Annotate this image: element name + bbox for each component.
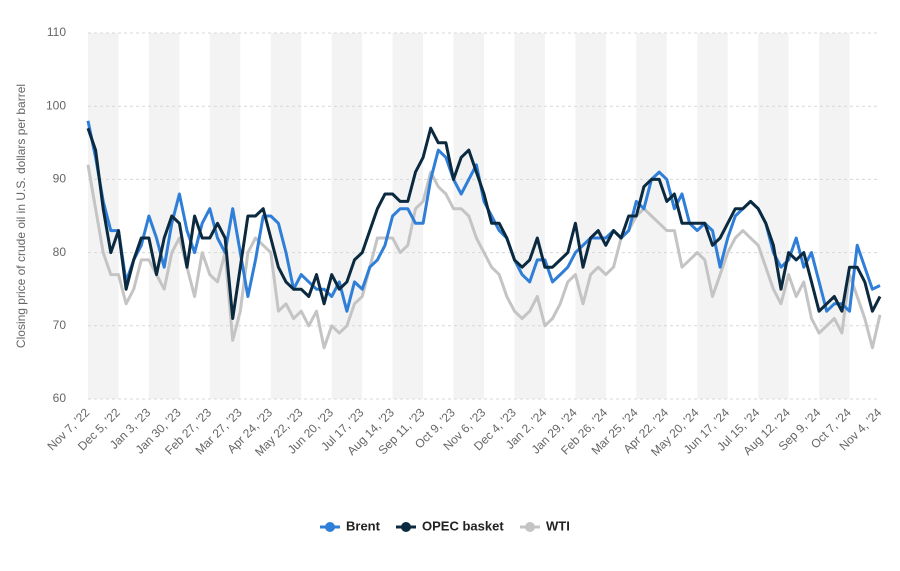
background-band — [331, 33, 363, 399]
data-line — [86, 126, 882, 320]
background-band — [819, 33, 850, 399]
y-axis-label: Closing price of crude oil in U.S. dolla… — [14, 84, 28, 348]
legend-label: WTI — [546, 518, 570, 533]
data-line — [86, 164, 882, 350]
legend-marker — [401, 522, 411, 532]
legend-item: Brent — [320, 518, 381, 533]
legend-marker — [525, 522, 535, 532]
background-band — [392, 33, 424, 399]
legend-label: OPEC basket — [422, 518, 504, 533]
background-band — [575, 33, 606, 399]
y-tick-label: 100 — [46, 98, 66, 112]
legend-item: OPEC basket — [396, 518, 504, 533]
background-band — [270, 33, 302, 399]
y-tick-label: 70 — [53, 318, 67, 332]
background-band — [209, 33, 241, 399]
y-tick-label: 60 — [53, 391, 67, 405]
y-tick-label: 80 — [53, 245, 67, 259]
background-band — [514, 33, 545, 399]
legend-item: WTI — [520, 518, 570, 533]
y-tick-label: 90 — [53, 172, 67, 186]
legend-label: Brent — [346, 518, 381, 533]
y-tick-label: 110 — [47, 25, 66, 39]
background-band — [697, 33, 728, 399]
legend-marker — [325, 522, 335, 532]
